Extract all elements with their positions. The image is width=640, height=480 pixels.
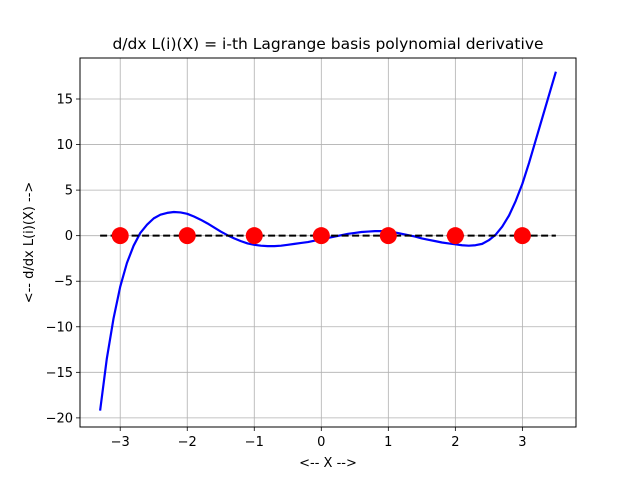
x-tick-label: 2: [451, 435, 459, 450]
y-tick-label: −5: [54, 275, 73, 290]
x-tick-label: 0: [317, 435, 325, 450]
data-point-marker: [513, 227, 531, 245]
x-tick-label: −1: [245, 435, 264, 450]
data-point-marker: [245, 227, 263, 245]
plot-frame: [79, 57, 577, 428]
y-tick-label: 10: [56, 138, 73, 153]
y-tick-label: −15: [46, 366, 73, 381]
y-axis-label: <-- d/dx L(i)(X) -->: [22, 182, 37, 304]
series-layer: [99, 71, 557, 411]
data-point-marker: [178, 227, 196, 245]
data-point-marker: [379, 227, 397, 245]
grid: [80, 58, 576, 427]
y-tick-label: 5: [65, 184, 73, 199]
y-tick-label: −10: [46, 320, 73, 335]
y-tick-label: −20: [46, 411, 73, 426]
data-point-marker: [446, 227, 464, 245]
data-point-marker: [111, 227, 129, 245]
x-tick-label: 1: [384, 435, 392, 450]
x-tick-label: −2: [178, 435, 197, 450]
data-point-marker: [312, 227, 330, 245]
x-tick-label: −3: [111, 435, 130, 450]
chart-title: d/dx L(i)(X) = i-th Lagrange basis polyn…: [112, 35, 543, 53]
y-tick-label: 0: [65, 229, 73, 244]
y-tick-label: 15: [56, 93, 73, 108]
x-axis-label: <-- X -->: [299, 456, 357, 471]
x-tick-label: 3: [518, 435, 526, 450]
